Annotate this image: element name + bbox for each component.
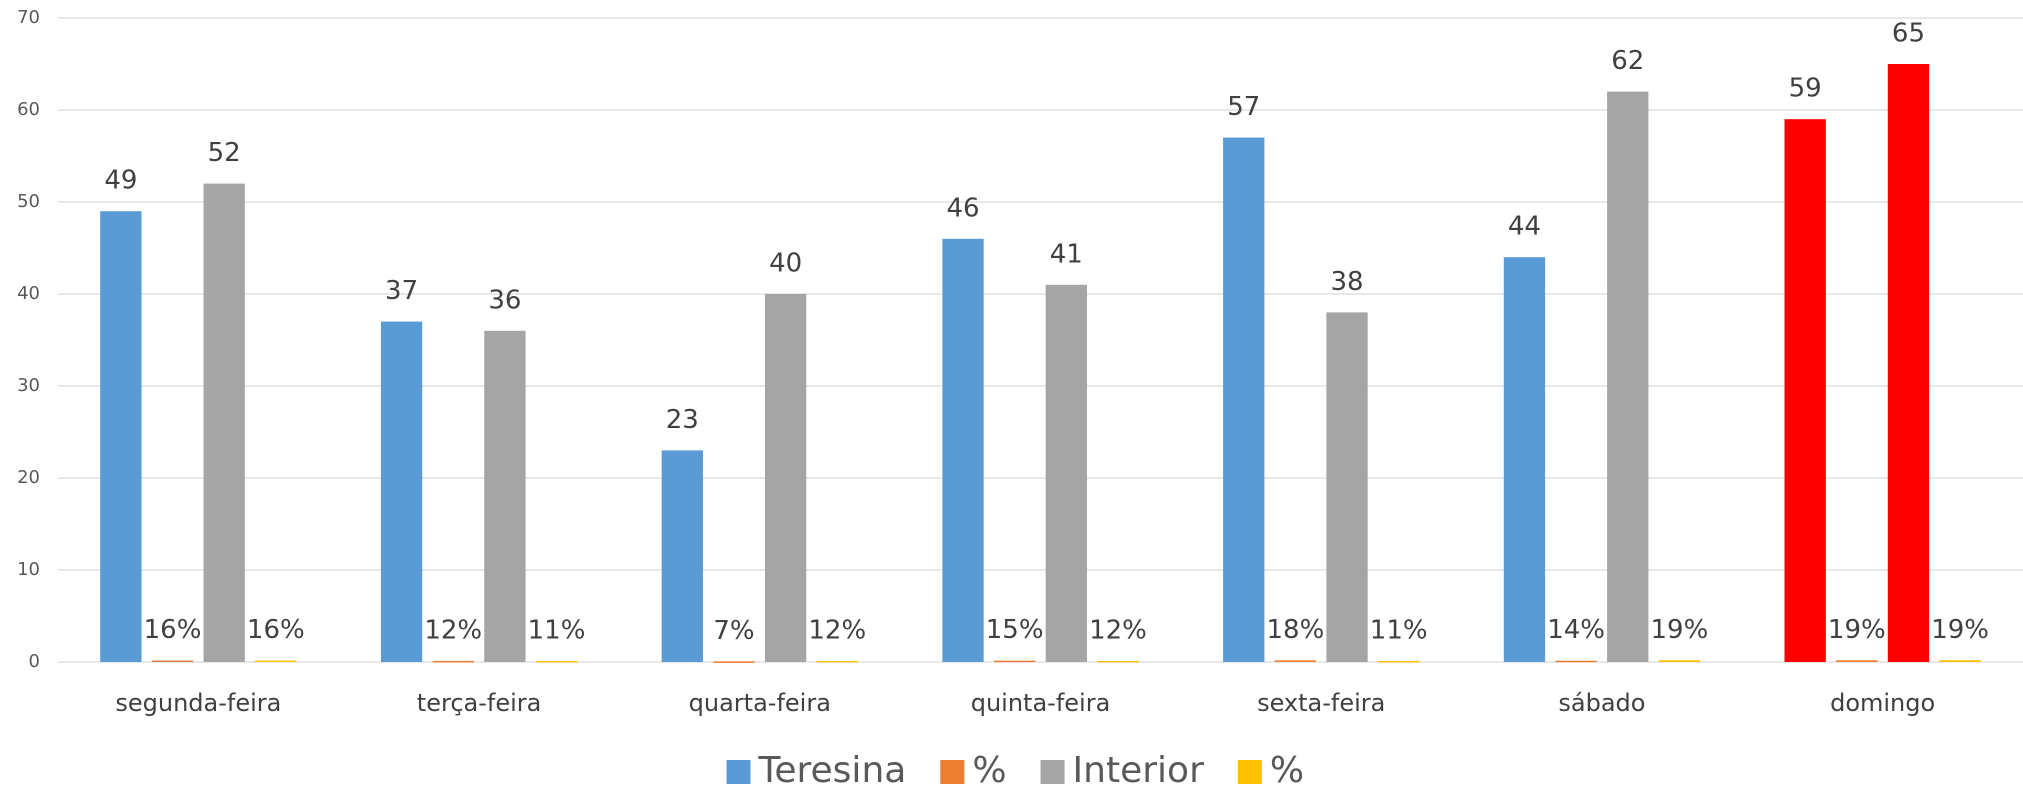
bar bbox=[1503, 257, 1546, 662]
bar bbox=[1887, 64, 1930, 662]
y-tick-label: 0 bbox=[29, 651, 40, 672]
value-label: 23 bbox=[666, 405, 699, 435]
bar bbox=[661, 450, 703, 662]
bar bbox=[713, 661, 755, 663]
value-label: 59 bbox=[1789, 74, 1822, 104]
x-tick-label: terça-feira bbox=[417, 689, 542, 717]
legend-label: % bbox=[972, 750, 1006, 791]
value-label: 52 bbox=[208, 138, 241, 168]
bar bbox=[1836, 660, 1878, 662]
bar bbox=[1658, 660, 1701, 662]
legend-swatch bbox=[1237, 760, 1262, 784]
bar bbox=[1274, 660, 1317, 662]
x-tick-label: sábado bbox=[1558, 689, 1645, 717]
bar bbox=[764, 294, 807, 662]
value-label: 18% bbox=[1266, 615, 1324, 645]
y-tick-label: 50 bbox=[17, 191, 40, 212]
value-label: 37 bbox=[385, 276, 418, 306]
value-label: 49 bbox=[104, 166, 137, 196]
bar bbox=[1097, 660, 1139, 663]
value-label: 65 bbox=[1892, 19, 1925, 49]
value-label: 19% bbox=[1828, 615, 1886, 645]
value-label: 62 bbox=[1611, 46, 1644, 76]
y-tick-label: 10 bbox=[17, 559, 40, 580]
y-tick-label: 40 bbox=[17, 283, 40, 304]
value-label: 7% bbox=[713, 616, 754, 646]
bar bbox=[100, 211, 142, 662]
value-label: 12% bbox=[1089, 615, 1147, 645]
bar bbox=[535, 660, 578, 663]
bar bbox=[1607, 91, 1649, 663]
x-tick-label: quarta-feira bbox=[689, 689, 831, 717]
value-label: 41 bbox=[1050, 239, 1083, 269]
value-label: 44 bbox=[1508, 212, 1541, 242]
bar bbox=[1326, 312, 1368, 662]
bar bbox=[1045, 284, 1087, 662]
bar bbox=[942, 238, 984, 663]
value-label: 40 bbox=[769, 249, 802, 279]
value-label: 57 bbox=[1227, 92, 1260, 122]
legend-label: Interior bbox=[1073, 750, 1205, 791]
bar bbox=[1939, 660, 1981, 662]
value-label: 16% bbox=[247, 615, 305, 645]
x-tick-label: quinta-feira bbox=[971, 689, 1111, 717]
value-label: 14% bbox=[1547, 615, 1605, 645]
bar bbox=[1555, 660, 1597, 663]
bar bbox=[994, 660, 1036, 663]
value-label: 19% bbox=[1931, 615, 1989, 645]
legend-swatch bbox=[726, 760, 751, 784]
legend-swatch bbox=[940, 760, 965, 784]
y-tick-label: 70 bbox=[17, 7, 40, 28]
y-tick-label: 60 bbox=[17, 99, 40, 120]
y-tick-label: 20 bbox=[17, 467, 40, 488]
value-label: 11% bbox=[1370, 615, 1428, 645]
x-tick-label: domingo bbox=[1830, 689, 1935, 717]
value-label: 11% bbox=[528, 615, 586, 645]
legend-label: % bbox=[1270, 750, 1304, 791]
x-tick-label: sexta-feira bbox=[1257, 689, 1385, 717]
bar bbox=[816, 660, 858, 663]
value-label: 19% bbox=[1651, 615, 1709, 645]
x-tick-label: segunda-feira bbox=[115, 689, 281, 717]
bar bbox=[203, 183, 245, 662]
bar bbox=[380, 321, 423, 662]
bar bbox=[151, 660, 194, 663]
value-label: 15% bbox=[986, 615, 1044, 645]
value-label: 36 bbox=[488, 285, 521, 315]
value-label: 38 bbox=[1330, 267, 1363, 297]
bar bbox=[255, 660, 297, 663]
bar bbox=[1378, 660, 1420, 663]
value-label: 12% bbox=[424, 615, 482, 645]
bar bbox=[484, 330, 526, 662]
legend-label: Teresina bbox=[758, 750, 907, 791]
bar bbox=[1784, 119, 1826, 662]
bar bbox=[1223, 137, 1265, 663]
value-label: 12% bbox=[808, 615, 866, 645]
bar bbox=[432, 660, 474, 663]
y-tick-label: 30 bbox=[17, 375, 40, 396]
value-label: 46 bbox=[946, 193, 979, 223]
value-label: 16% bbox=[144, 615, 202, 645]
legend-swatch bbox=[1040, 760, 1065, 784]
